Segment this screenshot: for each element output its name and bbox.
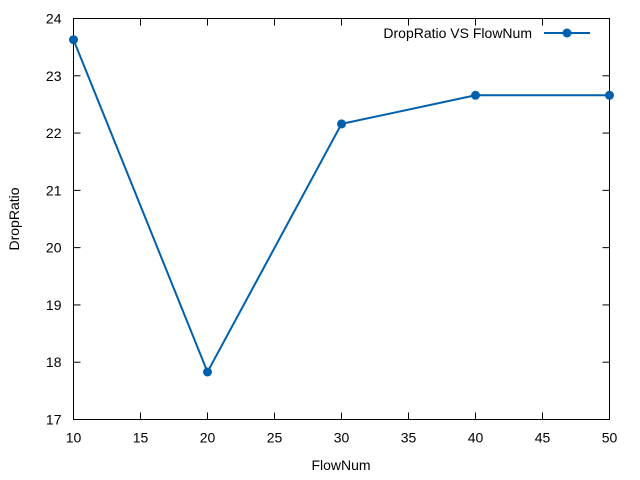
x-tick-label: 40 [468,430,484,446]
x-tick-label: 25 [267,430,283,446]
series-layer [69,35,614,377]
data-point [203,367,212,377]
x-axis-label: FlowNum [311,457,370,473]
plot-frame [73,18,610,420]
x-tick-label: 15 [133,430,149,446]
series-line [72,39,610,373]
x-tick-label: 10 [66,430,82,446]
axis-ticks [73,18,610,420]
data-point [69,35,78,45]
x-tick-label: 45 [535,430,551,446]
y-tick-label: 23 [46,68,62,84]
y-tick-label: 18 [46,354,62,370]
data-point [605,90,614,100]
data-point [337,119,346,129]
y-axis-label: DropRatio [6,187,22,250]
x-tick-label: 30 [334,430,350,446]
y-tick-label: 24 [46,11,62,27]
axis-tick-labels: 10 15 20 25 30 35 40 45 50 17 18 19 20 21 22 23 24 [46,11,618,446]
y-tick-label: 19 [46,297,62,313]
data-point [471,90,480,100]
x-tick-label: 35 [401,430,417,446]
legend-label: DropRatio VS FlowNum [383,25,532,41]
legend: DropRatio VS FlowNum [383,25,590,41]
y-tick-label: 22 [46,125,62,141]
y-tick-label: 20 [46,240,62,256]
y-tick-label: 21 [46,182,62,198]
legend-marker [562,28,572,38]
y-tick-label: 17 [46,412,62,428]
x-tick-label: 20 [200,430,216,446]
x-tick-label: 50 [602,430,618,446]
